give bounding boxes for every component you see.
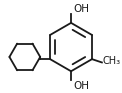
Text: OH: OH: [74, 81, 90, 91]
Text: CH₃: CH₃: [103, 56, 121, 66]
Text: OH: OH: [74, 4, 90, 13]
